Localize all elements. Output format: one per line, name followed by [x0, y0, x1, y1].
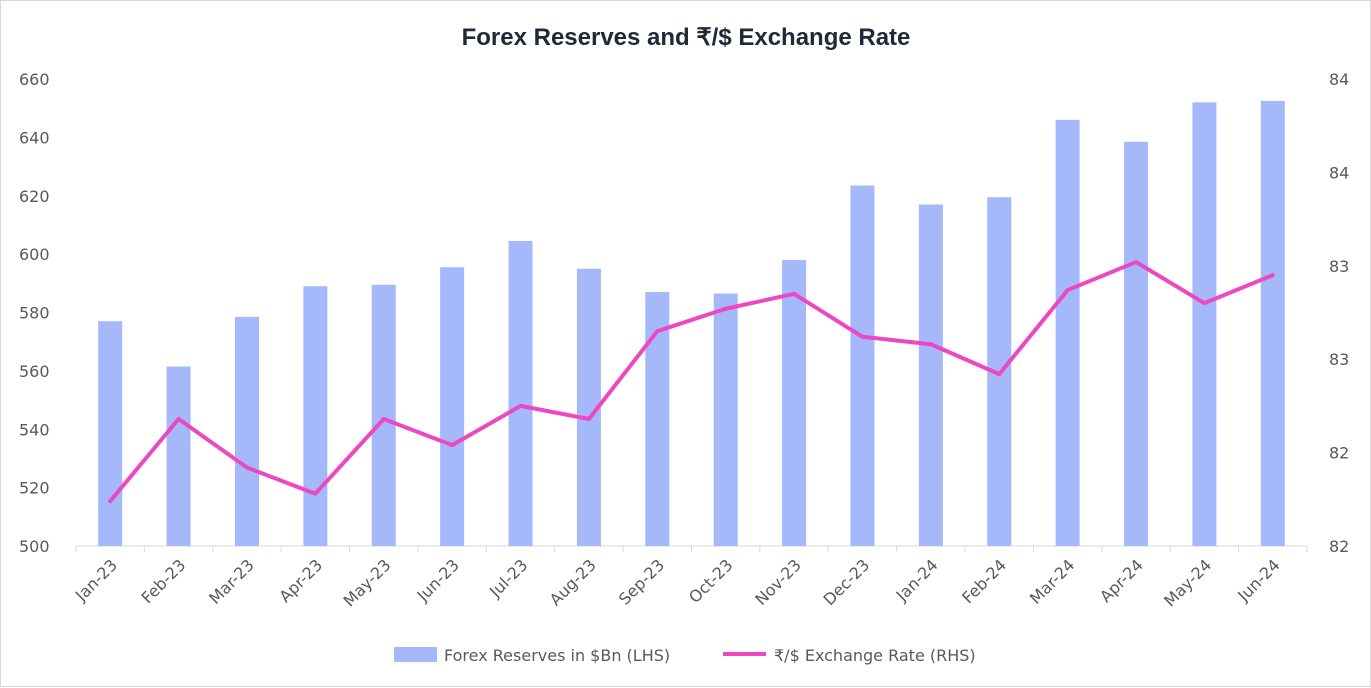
bar	[782, 260, 806, 546]
bar	[1056, 120, 1080, 546]
x-tick-label: May-23	[339, 555, 394, 610]
legend: Forex Reserves in $Bn (LHS) ₹/$ Exchange …	[394, 646, 976, 665]
left-axis: 500 520 540 560 580 600 620 640 660	[19, 70, 50, 556]
exchange-rate-line	[110, 262, 1273, 501]
left-tick-label: 580	[19, 304, 50, 323]
left-tick-label: 540	[19, 420, 50, 439]
x-tick-label: Mar-23	[205, 555, 258, 608]
x-tick-label: Sep-23	[615, 555, 668, 608]
left-tick-label: 660	[19, 70, 50, 89]
bar	[1124, 142, 1148, 546]
bar	[1261, 101, 1285, 546]
bar	[714, 294, 738, 546]
right-tick-label: 83	[1329, 350, 1349, 369]
bar	[303, 286, 327, 546]
x-tick-label: Mar-24	[1026, 555, 1079, 608]
bar	[98, 321, 122, 546]
bar	[919, 205, 943, 546]
x-tick-label: Jan-24	[892, 555, 942, 605]
x-tick-label: Jul-23	[485, 555, 531, 601]
bar	[440, 267, 464, 546]
legend-swatch-bars	[394, 647, 437, 662]
x-tick-label: May-24	[1160, 555, 1215, 610]
bar	[509, 241, 533, 546]
x-tick-label: Nov-23	[751, 555, 805, 609]
legend-label-bars: Forex Reserves in $Bn (LHS)	[444, 646, 670, 665]
bar	[850, 186, 874, 546]
x-tick-label: Oct-23	[685, 555, 736, 606]
right-axis: 82 82 83 83 84 84	[1329, 70, 1349, 556]
left-tick-label: 600	[19, 245, 50, 264]
bar	[372, 285, 396, 546]
bar	[167, 366, 191, 546]
right-tick-label: 82	[1329, 444, 1349, 463]
left-tick-label: 500	[19, 537, 50, 556]
x-axis: Jan-23 Feb-23 Mar-23 Apr-23 May-23 Jun-23 Jul-…	[71, 546, 1307, 611]
x-tick-label: Aug-23	[546, 555, 600, 609]
legend-label-line: ₹/$ Exchange Rate (RHS)	[774, 646, 976, 665]
left-tick-label: 520	[19, 479, 50, 498]
x-tick-label: Jan-23	[71, 555, 121, 605]
chart-title: Forex Reserves and ₹/$ Exchange Rate	[462, 24, 911, 51]
bar	[235, 317, 259, 546]
x-tick-label: Feb-23	[137, 555, 189, 607]
x-tick-label: Feb-24	[958, 555, 1010, 607]
right-tick-label: 84	[1329, 70, 1349, 89]
x-tick-label: Dec-23	[819, 555, 873, 609]
left-tick-label: 640	[19, 128, 50, 147]
right-tick-label: 83	[1329, 257, 1349, 276]
line-series	[110, 262, 1273, 501]
left-tick-label: 620	[19, 187, 50, 206]
x-tick-label: Jun-24	[1233, 555, 1283, 605]
x-tick-label: Apr-23	[275, 555, 326, 606]
left-tick-label: 560	[19, 362, 50, 381]
right-tick-label: 82	[1329, 537, 1349, 556]
right-tick-label: 84	[1329, 163, 1349, 182]
bar	[1192, 102, 1216, 546]
x-tick-label: Jun-23	[413, 555, 463, 605]
x-tick-label: Apr-24	[1096, 555, 1147, 606]
